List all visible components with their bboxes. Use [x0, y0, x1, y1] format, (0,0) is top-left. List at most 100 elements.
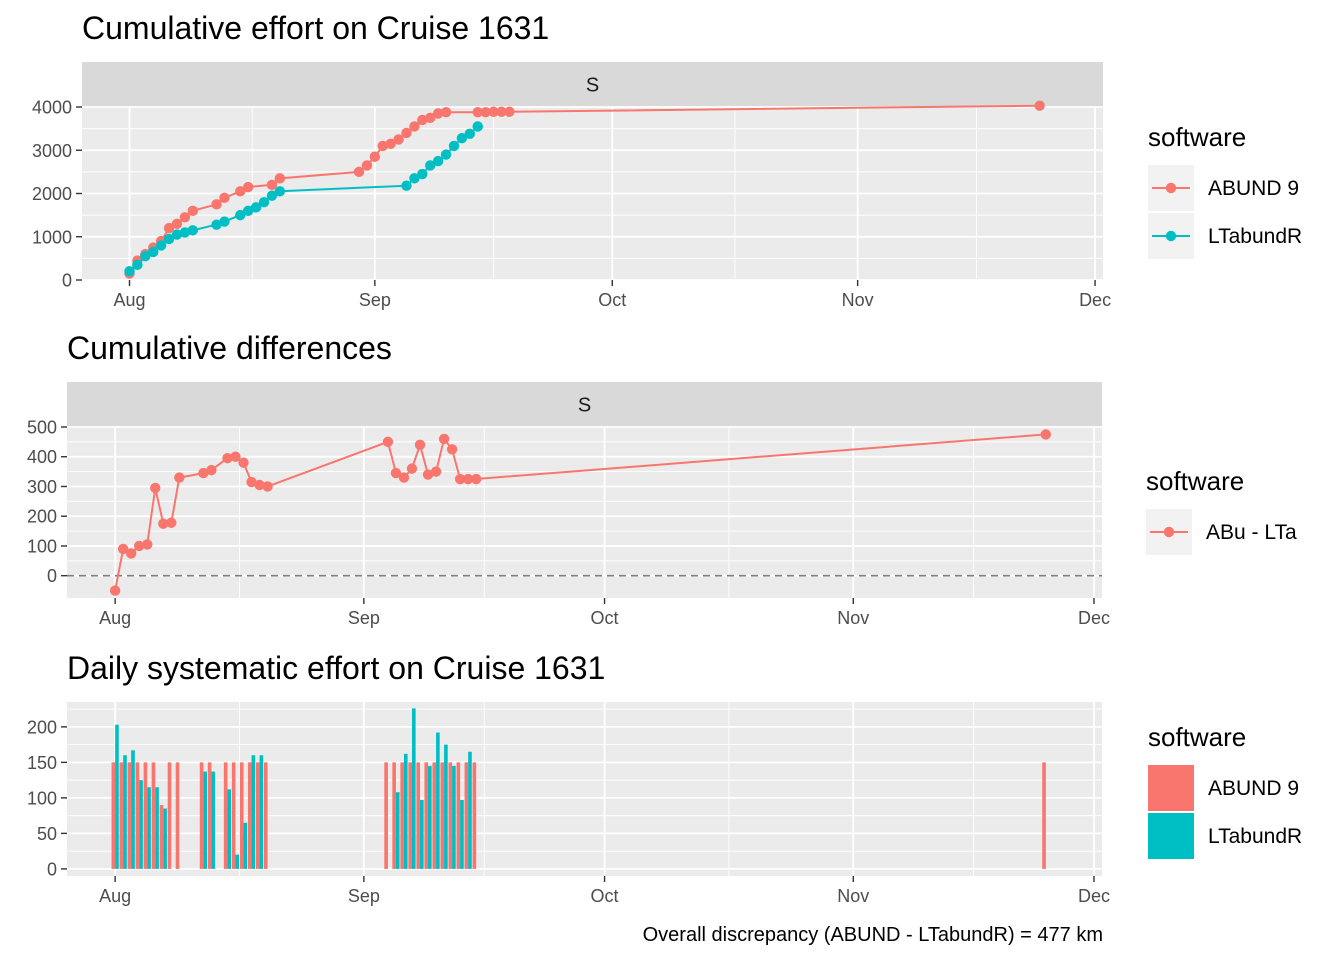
bar — [464, 762, 469, 869]
data-point — [266, 179, 278, 191]
bar — [151, 762, 156, 869]
data-point — [369, 151, 381, 162]
data-point — [470, 473, 482, 485]
chart-1: Cumulative effort on Cruise 1631 S 0 1000 20… — [32, 10, 1302, 310]
legend-key-point — [1165, 182, 1177, 194]
bar — [127, 762, 132, 869]
data-point — [464, 128, 476, 140]
data-point — [440, 106, 452, 118]
data-point — [353, 166, 365, 178]
facet-strip — [67, 382, 1102, 427]
y-tick-label: 3000 — [32, 141, 72, 161]
data-point — [179, 227, 191, 238]
bar — [159, 804, 164, 869]
data-point — [472, 106, 483, 118]
chart-3: Daily systematic effort on Cruise 1631 0 5… — [27, 650, 1302, 906]
data-point — [1040, 429, 1052, 440]
data-point — [446, 444, 458, 455]
legend: software ABUND 9 LTabundR — [1148, 122, 1302, 259]
data-point — [198, 467, 209, 479]
data-point — [1034, 100, 1045, 111]
data-point — [206, 464, 217, 476]
data-point — [456, 132, 468, 144]
x-tick-label: Oct — [591, 608, 619, 628]
data-point — [393, 134, 404, 145]
y-tick-label: 50 — [37, 824, 57, 844]
data-point — [454, 473, 466, 485]
x-tick-label: Dec — [1079, 290, 1111, 310]
data-point — [171, 229, 183, 240]
data-point — [438, 433, 450, 445]
bar — [251, 755, 256, 869]
data-point — [430, 466, 442, 477]
data-point — [150, 482, 161, 494]
data-point — [390, 467, 402, 479]
y-tick-label: 400 — [27, 447, 57, 467]
bar — [460, 800, 464, 869]
data-point — [187, 205, 199, 216]
data-point — [422, 469, 434, 480]
data-point — [440, 149, 452, 160]
bar — [392, 762, 396, 869]
bar — [123, 755, 127, 869]
data-point — [222, 453, 233, 464]
x-tick-label: Aug — [99, 608, 131, 628]
data-point — [148, 246, 159, 258]
bar — [428, 765, 432, 869]
data-point — [462, 473, 474, 485]
chart-title: Daily systematic effort on Cruise 1631 — [67, 650, 605, 686]
data-point — [211, 199, 222, 210]
bar — [235, 854, 240, 869]
data-point — [134, 540, 145, 552]
facet-strip — [82, 62, 1103, 107]
bar — [155, 787, 159, 869]
data-point — [472, 121, 483, 132]
y-tick-label: 150 — [27, 753, 57, 773]
bar — [472, 762, 477, 869]
bar — [400, 762, 404, 869]
data-point — [243, 181, 254, 193]
bar — [444, 744, 448, 869]
legend-entry: LTabundR — [1208, 825, 1302, 848]
data-point — [140, 251, 151, 262]
bar — [139, 780, 143, 869]
bar — [403, 753, 408, 869]
data-point — [382, 436, 394, 448]
data-point — [401, 180, 412, 191]
bar — [255, 762, 260, 869]
y-tick-label: 100 — [27, 788, 57, 808]
bar — [468, 751, 472, 869]
data-point — [124, 266, 135, 277]
bar — [207, 762, 212, 869]
bar — [456, 762, 461, 869]
facet-label: S — [578, 395, 591, 417]
data-point — [425, 112, 436, 124]
data-point — [274, 173, 286, 184]
data-point — [504, 106, 515, 117]
data-point — [258, 196, 270, 208]
data-point — [266, 190, 278, 201]
x-tick-label: Nov — [842, 290, 874, 310]
data-point — [274, 186, 286, 197]
x-tick-label: Oct — [591, 886, 619, 906]
data-point — [163, 222, 175, 234]
legend-key-point — [1163, 526, 1175, 538]
bar — [420, 800, 424, 869]
y-tick-label: 4000 — [32, 98, 72, 118]
bar — [175, 762, 180, 869]
data-point — [432, 108, 444, 119]
bar — [436, 732, 440, 869]
data-point — [401, 127, 412, 139]
data-point — [409, 121, 420, 132]
legend-title: software — [1148, 122, 1246, 152]
bar — [135, 762, 140, 869]
bar — [1042, 762, 1046, 869]
y-tick-label: 2000 — [32, 184, 72, 204]
y-tick-label: 200 — [27, 717, 57, 737]
y-tick-label: 0 — [47, 859, 57, 879]
data-point — [243, 205, 254, 216]
bar — [424, 762, 429, 869]
y-tick-label: 100 — [27, 536, 57, 556]
x-tick-label: Sep — [359, 290, 391, 310]
